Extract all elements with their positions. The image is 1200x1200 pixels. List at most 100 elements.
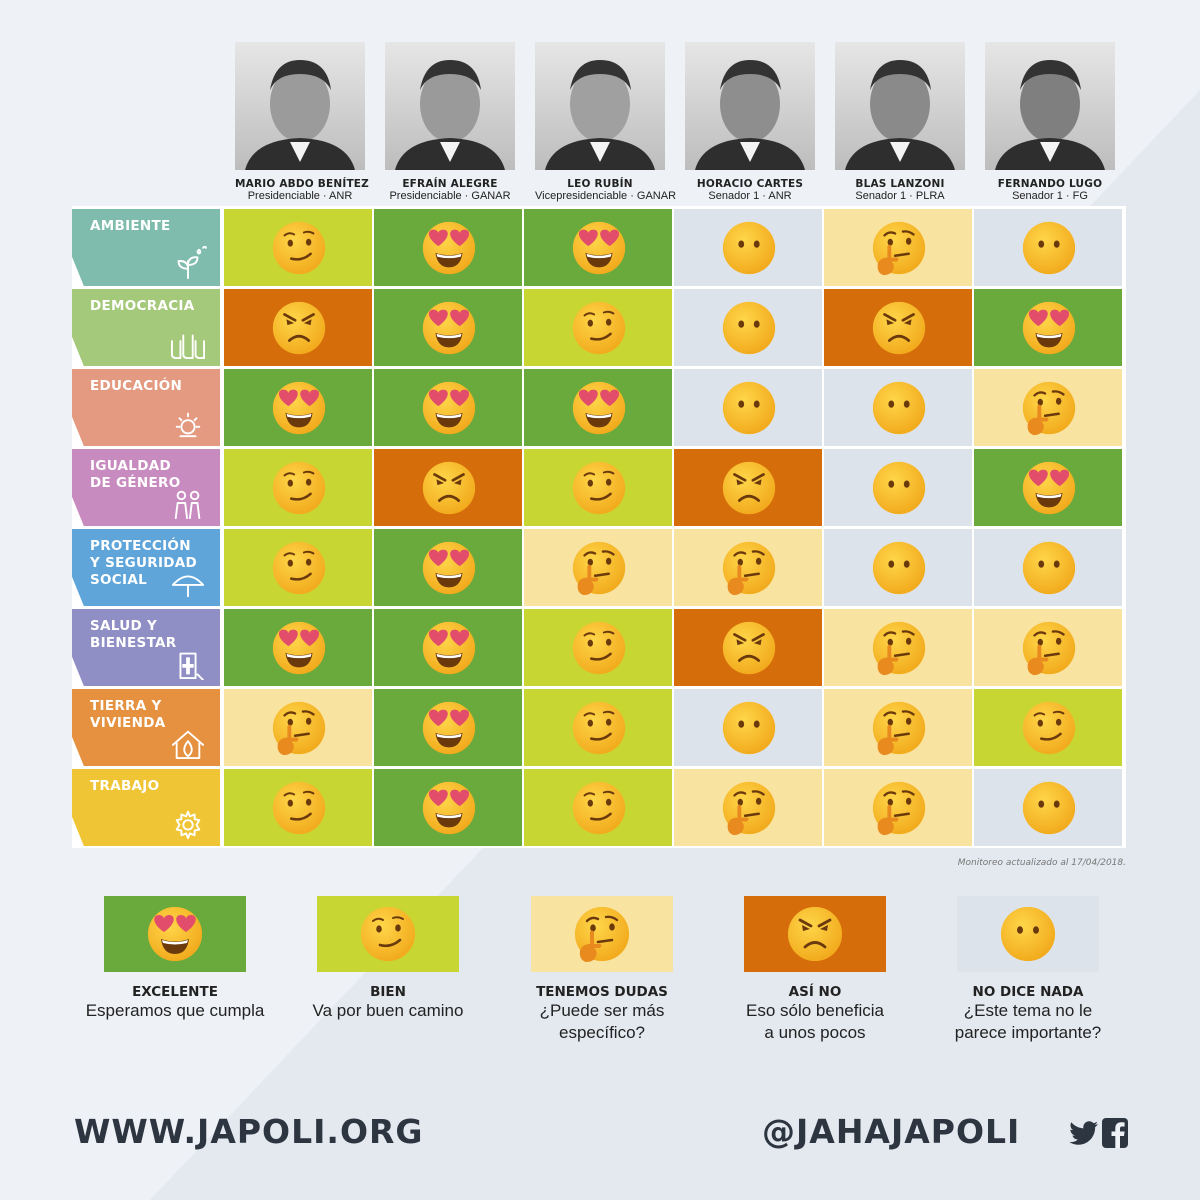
heart-eyes-emoji [422, 381, 476, 435]
row-tab [72, 529, 220, 606]
legend-desc: Esperamos que cumpla [85, 1001, 265, 1020]
neutral-emoji [1022, 541, 1076, 595]
heart-eyes-emoji [572, 221, 626, 275]
smirk-emoji [572, 701, 626, 755]
neutral-emoji [872, 381, 926, 435]
thinking-emoji [722, 781, 776, 836]
candidate-photo [385, 42, 515, 170]
rating-cell-excelente [524, 369, 672, 446]
rating-cell-asi-no [674, 609, 822, 686]
smirk-emoji [272, 541, 326, 595]
rating-cell-tenemos-dudas [524, 529, 672, 606]
row-label-4: IGUALDAD DE GÉNERO [72, 449, 220, 526]
legend-title: ASÍ NO [788, 984, 842, 1000]
row-title: EDUCACIÓN [90, 378, 183, 394]
rating-cell-excelente [374, 209, 522, 286]
candidate-6: FERNANDO LUGO Senador 1 · FG [985, 42, 1115, 202]
heart-eyes-emoji [148, 907, 202, 961]
thinking-emoji [872, 621, 926, 676]
rating-cell-tenemos-dudas [674, 529, 822, 606]
row-tab [72, 369, 220, 446]
row-tab [72, 449, 220, 526]
rating-cell-excelente [974, 449, 1122, 526]
candidate-role: Vicepresidenciable · GANAR [535, 190, 677, 202]
rating-cell-no-dice-nada [824, 369, 972, 446]
rating-cell-excelente [224, 609, 372, 686]
rating-cell-tenemos-dudas [824, 209, 972, 286]
rating-cell-excelente [374, 689, 522, 766]
legend-item-no-dice-nada: NO DICE NADA ¿Este tema no le parece impo… [928, 896, 1128, 1044]
rating-cell-excelente [374, 529, 522, 606]
thinking-emoji [1022, 621, 1076, 676]
candidate-4: HORACIO CARTES Senador 1 · ANR [685, 42, 815, 202]
candidate-name: LEO RUBÍN [567, 178, 633, 190]
legend-item-excelente: EXCELENTE Esperamos que cumpla [75, 896, 275, 1022]
thinking-emoji [872, 701, 926, 756]
angry-emoji [872, 301, 926, 355]
legend-swatch [317, 896, 459, 972]
rating-cell-tenemos-dudas [824, 609, 972, 686]
twitter-icon[interactable] [1068, 1120, 1100, 1148]
angry-emoji [422, 461, 476, 515]
smirk-emoji [1022, 701, 1076, 755]
row-title: TRABAJO [90, 778, 160, 794]
heart-eyes-emoji [272, 621, 326, 675]
neutral-emoji [872, 461, 926, 515]
heart-eyes-emoji [1022, 301, 1076, 355]
heart-eyes-emoji [422, 541, 476, 595]
rating-cell-bien [524, 769, 672, 846]
rating-cell-no-dice-nada [974, 529, 1122, 606]
angry-emoji [722, 621, 776, 675]
thinking-emoji [722, 541, 776, 596]
smirk-emoji [572, 621, 626, 675]
update-note: Monitoreo actualizado al 17/04/2018. [957, 858, 1126, 868]
ratings-table: AMBIENTE DEMOCRACIA EDUCACIÓN IGUALDAD DE… [72, 206, 1126, 848]
people-icon [174, 490, 201, 520]
smirk-emoji [361, 907, 415, 961]
candidate-photo [535, 42, 665, 170]
neutral-emoji [1001, 907, 1055, 961]
social-handle[interactable]: @JAHAJAPOLI [762, 1112, 1020, 1151]
rating-cell-tenemos-dudas [674, 769, 822, 846]
rating-cell-bien [224, 529, 372, 606]
rating-cell-excelente [374, 289, 522, 366]
candidate-name: MARIO ABDO BENÍTEZ [235, 178, 369, 190]
legend-title: BIEN [370, 984, 406, 1000]
legend-swatch [531, 896, 673, 972]
legend-swatch [104, 896, 246, 972]
rating-cell-bien [974, 689, 1122, 766]
candidate-role: Senador 1 · FG [1012, 190, 1088, 202]
rating-cell-bien [524, 289, 672, 366]
rating-cell-no-dice-nada [674, 369, 822, 446]
heart-eyes-emoji [422, 301, 476, 355]
rating-cell-excelente [374, 769, 522, 846]
legend-swatch [744, 896, 886, 972]
smirk-emoji [272, 781, 326, 835]
smirk-emoji [272, 461, 326, 515]
candidate-name: BLAS LANZONI [855, 178, 945, 190]
legend-swatch [957, 896, 1099, 972]
thinking-emoji [872, 781, 926, 836]
website-link[interactable]: WWW.JAPOLI.ORG [74, 1112, 424, 1151]
rating-cell-asi-no [674, 449, 822, 526]
legend-desc: Va por buen camino [312, 1001, 464, 1020]
heart-eyes-emoji [1022, 461, 1076, 515]
rating-cell-bien [524, 609, 672, 686]
angry-emoji [272, 301, 326, 355]
legend-item-tenemos-dudas: TENEMOS DUDAS ¿Puede ser más específico? [502, 896, 702, 1044]
rating-cell-tenemos-dudas [974, 369, 1122, 446]
rating-cell-bien [224, 209, 372, 286]
thinking-emoji [872, 221, 926, 276]
candidate-role: Presidenciable · ANR [247, 190, 353, 202]
rating-cell-excelente [974, 289, 1122, 366]
candidate-name: EFRAÍN ALEGRE [402, 178, 498, 190]
rating-cell-no-dice-nada [674, 209, 822, 286]
row-label-1: AMBIENTE [72, 209, 220, 286]
row-tab [72, 209, 220, 286]
candidate-name: FERNANDO LUGO [997, 178, 1103, 190]
row-title: DEMOCRACIA [90, 298, 195, 314]
facebook-icon[interactable] [1102, 1118, 1128, 1148]
raised-hands-icon [171, 334, 205, 360]
neutral-emoji [722, 221, 776, 275]
heart-eyes-emoji [422, 781, 476, 835]
